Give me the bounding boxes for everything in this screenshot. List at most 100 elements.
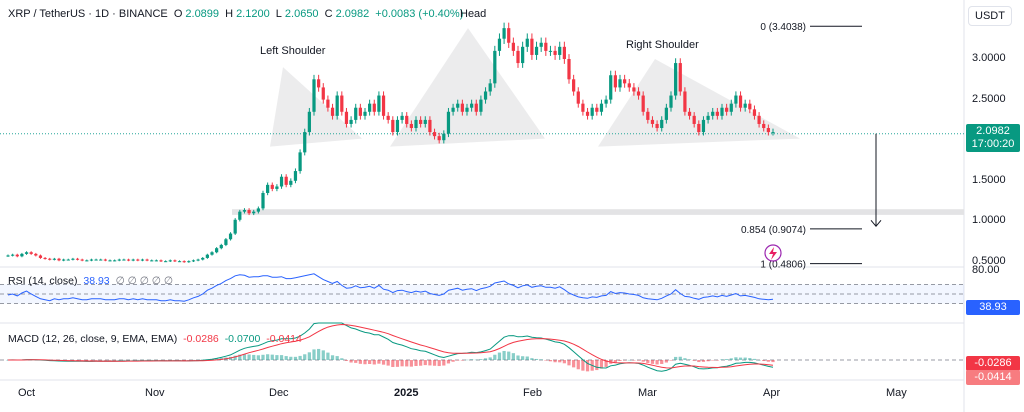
candle-body (164, 261, 168, 263)
candle-body (205, 254, 209, 258)
macd-histogram-bar (256, 355, 260, 360)
candle-body (29, 252, 33, 254)
candle-body (405, 115, 409, 124)
candle-body (34, 253, 38, 256)
macd-histogram-bar (395, 360, 400, 367)
macd-histogram-bar (377, 360, 381, 364)
macd-histogram-bar (358, 360, 362, 364)
macd-histogram-bar (293, 356, 298, 360)
candle-body (567, 59, 571, 80)
symbol-title[interactable]: XRP / TetherUS · 1D · BINANCE (8, 8, 168, 20)
candle-body (372, 103, 376, 112)
currency-button[interactable]: USDT (968, 6, 1012, 26)
macd-histogram-bar (660, 360, 664, 364)
candle-body (623, 79, 627, 84)
candle-body (52, 258, 56, 260)
candle-body (465, 107, 469, 112)
rsi-title[interactable]: RSI (14, close) (8, 275, 78, 287)
macd-histogram-bar (252, 354, 256, 360)
candle-body (354, 107, 358, 120)
candle-body (437, 136, 441, 141)
candle-body (687, 111, 692, 116)
macd-histogram-bar (701, 360, 706, 362)
macd-histogram-bar (488, 357, 492, 360)
candle-body (275, 186, 279, 189)
rsi-legend[interactable]: RSI (14, close) 38.93 ∅ ∅ ∅ ∅ ∅ (8, 275, 176, 287)
fib-label: 0 (3.4038) (760, 22, 806, 33)
macd-title[interactable]: MACD (12, 26, close, 9, EMA, EMA) (8, 333, 178, 345)
macd-histogram-bar (669, 360, 673, 361)
candle-body (108, 260, 112, 262)
candle-body (692, 115, 696, 124)
macd-histogram-bar (706, 360, 710, 362)
macd-histogram-bar (511, 353, 515, 360)
support-zone (232, 209, 964, 215)
left-shoulder-annotation: Left Shoulder (260, 45, 326, 57)
candle-body (75, 258, 80, 260)
candle-body (66, 259, 70, 261)
candle-body (632, 87, 636, 92)
candle-body (71, 258, 75, 260)
macd-histogram-bar (168, 359, 172, 361)
time-axis-label: 2025 (394, 387, 419, 399)
candle-body (609, 75, 613, 100)
candle-body (340, 95, 344, 112)
candle-body (256, 208, 260, 212)
macd-histogram-bar (599, 360, 604, 369)
candle-body (488, 83, 492, 92)
low-label: L (275, 8, 282, 20)
macd-histogram-bar (567, 360, 571, 366)
macd-histogram-bar (372, 360, 376, 365)
candle-body (627, 83, 631, 88)
macd-histogram-bar (432, 360, 437, 366)
high-label: H (225, 8, 234, 20)
macd-histogram-bar (159, 359, 163, 361)
macd-histogram-bar (465, 359, 469, 361)
candle-body (650, 119, 655, 124)
macd-histogram-bar (623, 360, 627, 361)
candle-body (423, 119, 427, 124)
macd-histogram-bar (548, 360, 553, 362)
macd-histogram-bar (470, 359, 474, 360)
macd-histogram-bar (618, 360, 622, 361)
candle-body (493, 50, 497, 84)
macd-histogram-bar (164, 359, 168, 361)
candle-body (442, 133, 446, 141)
candle-body (326, 99, 330, 108)
candle-body (479, 99, 483, 112)
candle-body (701, 119, 706, 133)
candle-body (544, 42, 548, 51)
candle-body (6, 255, 10, 257)
candle-body (711, 111, 715, 116)
candle-body (553, 50, 557, 55)
candle-body (57, 258, 61, 261)
macd-histogram-bar (284, 356, 288, 360)
macd-histogram-bar (321, 350, 325, 360)
macd-histogram-bar (177, 359, 182, 361)
candle-body (738, 95, 743, 108)
macd-histogram-bar (75, 360, 80, 361)
macd-histogram-bar (266, 354, 270, 360)
macd-histogram-bar (521, 356, 525, 360)
macd-histogram-bar (683, 358, 687, 360)
price-axis-label: 3.0000 (972, 52, 1006, 64)
macd-histogram-bar (233, 355, 237, 360)
macd-histogram-bar (89, 360, 94, 361)
macd-histogram-bar (715, 360, 719, 361)
macd-histogram-bar (437, 360, 441, 367)
lightning-icon[interactable] (764, 244, 782, 262)
macd-histogram-bar (664, 360, 668, 363)
candle-body (150, 260, 154, 262)
candle-body (24, 252, 29, 254)
candle-body (757, 115, 761, 124)
macd-histogram-bar (507, 351, 511, 360)
macd-histogram-bar (386, 360, 390, 366)
candle-body (395, 119, 400, 133)
candle-body (303, 132, 307, 153)
candle-body (660, 119, 664, 129)
candle-body (697, 123, 701, 133)
macd-histogram-bar (585, 360, 590, 372)
candle-body (572, 79, 576, 92)
macd-legend[interactable]: MACD (12, 26, close, 9, EMA, EMA) -0.028… (8, 333, 305, 345)
